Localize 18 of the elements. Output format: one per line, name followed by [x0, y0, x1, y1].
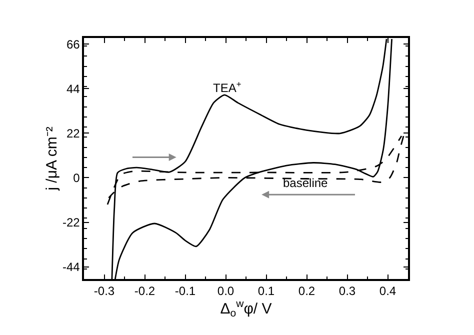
y-tick-label: 44: [66, 82, 80, 96]
y-tick-label: -44: [62, 260, 80, 274]
x-tick-label: 0.1: [258, 284, 275, 298]
annotation: baseline: [283, 176, 328, 190]
y-tick-label: 66: [66, 37, 80, 52]
annotation: TEA$^{+}$: [213, 79, 242, 96]
x-axis-title: Δ$_{o}$$^{w}$φ/ V: [220, 298, 272, 320]
x-tick-label: 0.2: [298, 284, 316, 298]
y-tick-label: 22: [66, 126, 80, 140]
y-tick-label: -22: [62, 215, 80, 230]
x-tick-label: 0.4: [379, 284, 396, 298]
y-tick-label: 0: [73, 170, 80, 185]
x-tick-label: 0.0: [217, 284, 234, 298]
x-tick-label: -0.3: [94, 284, 115, 298]
x-tick-label: -0.1: [174, 284, 196, 298]
x-tick-label: -0.2: [134, 284, 156, 298]
y-axis-title: j /μA cm⁻²: [43, 126, 60, 192]
x-tick-label: 0.3: [338, 284, 356, 298]
